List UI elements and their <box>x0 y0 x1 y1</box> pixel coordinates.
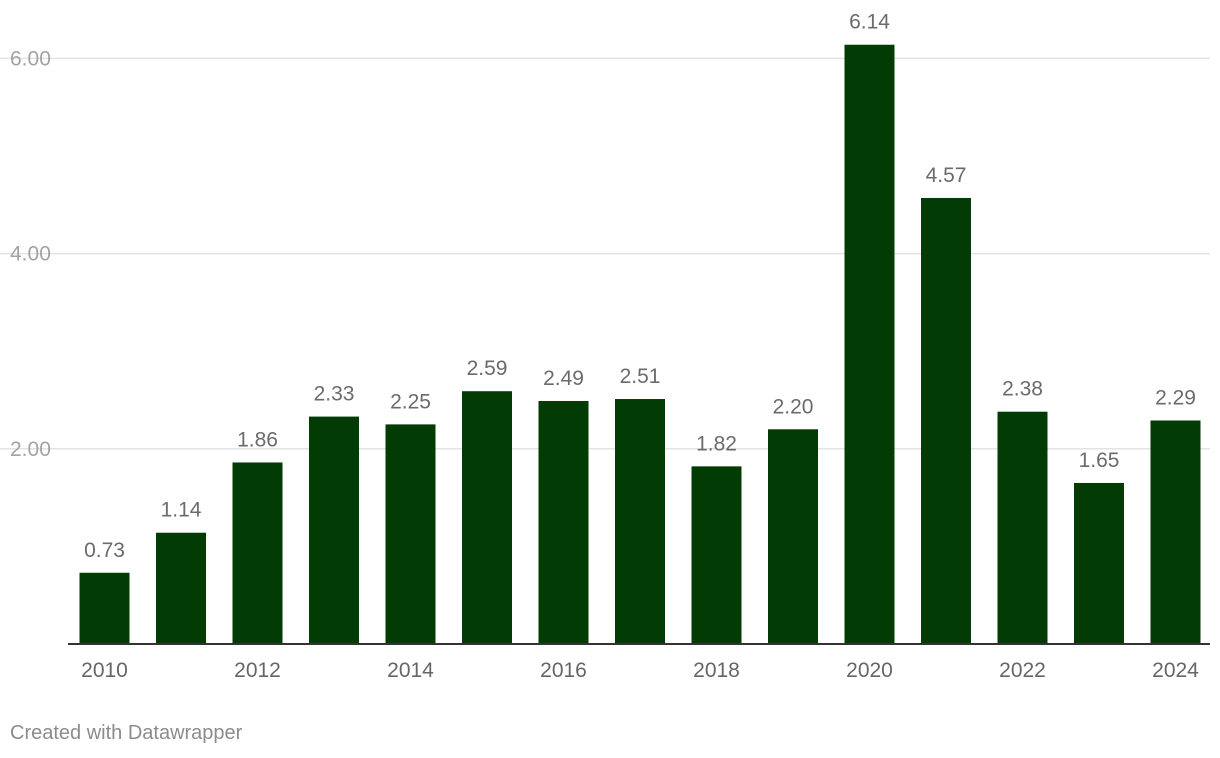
x-axis: 2010 2012 2014 2016 2018 2020 2022 2024 <box>68 643 1210 682</box>
bar-2024 <box>1150 420 1201 644</box>
credit-text: Created with Datawrapper <box>10 722 243 744</box>
bar-2010 <box>79 572 130 644</box>
bar-2022 <box>997 411 1048 644</box>
value-label-2023: 1.65 <box>1079 449 1120 472</box>
value-label-2016: 2.49 <box>543 367 584 390</box>
bar-2017 <box>615 399 665 644</box>
bar-2013 <box>309 416 359 644</box>
value-label-2013: 2.33 <box>314 383 355 406</box>
bar-chart: 2.00 4.00 6.00 0.73 1.14 1.86 2.33 2.25 2.59 2.4… <box>0 11 1210 682</box>
y-tick-label: 4.00 <box>10 243 51 266</box>
bar-2023 <box>1074 482 1124 644</box>
bar-2015 <box>462 391 512 644</box>
value-label-2020: 6.14 <box>849 11 890 34</box>
value-labels: 0.73 1.14 1.86 2.33 2.25 2.59 2.49 2.51 1.82 2.20… <box>84 11 1196 562</box>
x-tick-label: 2024 <box>1152 659 1199 682</box>
x-tick-label: 2018 <box>693 659 740 682</box>
bar-2021 <box>921 197 971 644</box>
value-label-2022: 2.38 <box>1002 378 1043 401</box>
value-label-2018: 1.82 <box>696 432 737 455</box>
x-tick-label: 2014 <box>387 659 434 682</box>
bar-2012 <box>232 462 283 644</box>
bar-2014 <box>385 424 436 644</box>
x-tick-label: 2020 <box>846 659 893 682</box>
x-tick-label: 2016 <box>540 659 587 682</box>
x-tick-label: 2010 <box>81 659 128 682</box>
bar-2016 <box>538 400 589 644</box>
bar-2019 <box>768 429 818 644</box>
x-tick-label: 2022 <box>999 659 1046 682</box>
value-label-2014: 2.25 <box>390 390 431 413</box>
y-tick-label: 2.00 <box>10 438 51 461</box>
value-label-2012: 1.86 <box>237 428 278 451</box>
value-label-2010: 0.73 <box>84 539 125 562</box>
y-tick-label: 6.00 <box>10 47 51 70</box>
bar-2020 <box>844 44 895 644</box>
value-label-2015: 2.59 <box>467 357 508 380</box>
value-label-2017: 2.51 <box>620 365 661 388</box>
value-label-2019: 2.20 <box>773 395 814 418</box>
value-label-2011: 1.14 <box>161 499 202 522</box>
x-tick-label: 2012 <box>234 659 281 682</box>
bar-2018 <box>691 466 742 644</box>
bars <box>79 44 1201 644</box>
bar-2011 <box>156 532 206 644</box>
value-label-2021: 4.57 <box>926 164 967 187</box>
value-label-2024: 2.29 <box>1155 386 1196 409</box>
